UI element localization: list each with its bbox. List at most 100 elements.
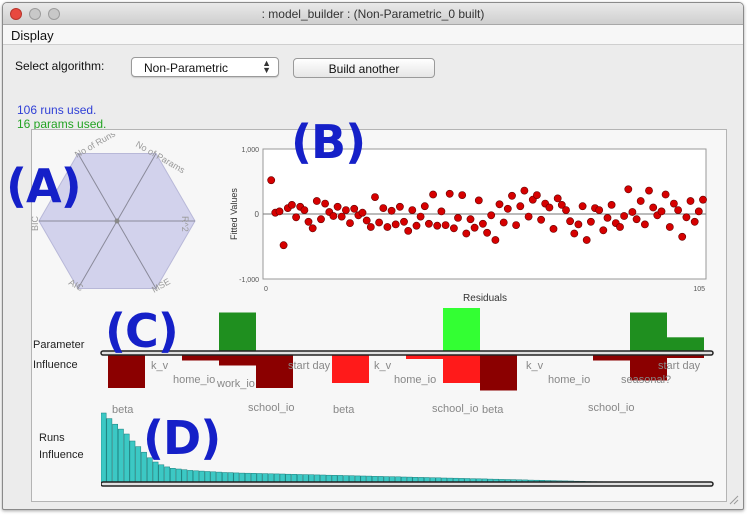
scatter-point bbox=[674, 206, 682, 214]
x-tick-label: 105 bbox=[693, 286, 705, 293]
y-tick-label: -1,000 bbox=[239, 277, 259, 284]
scatter-point bbox=[491, 236, 500, 244]
influence-param-label: start day bbox=[658, 360, 701, 372]
annotation-d: (D) bbox=[143, 411, 221, 465]
scatter-point bbox=[545, 203, 554, 212]
resize-grip-icon[interactable] bbox=[727, 493, 739, 505]
scatter-point bbox=[508, 191, 516, 200]
menu-display[interactable]: Display bbox=[11, 28, 54, 43]
influence-param-label: home_io bbox=[173, 374, 215, 386]
scatter-point bbox=[391, 220, 400, 229]
scatter-point bbox=[304, 217, 313, 226]
y-axis-title: Fitted Values bbox=[229, 188, 239, 240]
scatter-point bbox=[699, 195, 707, 204]
scatter-point bbox=[616, 223, 624, 231]
scatter-point bbox=[288, 201, 296, 209]
scatter-point bbox=[333, 202, 342, 211]
algorithm-select-value: Non-Parametric bbox=[144, 61, 229, 75]
scatter-point bbox=[570, 229, 579, 238]
scatter-point bbox=[429, 190, 437, 199]
runs-bar bbox=[164, 466, 170, 484]
residuals-scatter-plot: 1,000 0 -1,000 0 105 Residuals Fitted Va… bbox=[229, 147, 707, 304]
scatter-point bbox=[690, 217, 699, 226]
runs-bar bbox=[158, 464, 165, 484]
runs-bar bbox=[123, 433, 130, 484]
scatter-point bbox=[404, 227, 413, 235]
scatter-point bbox=[416, 212, 425, 221]
y-tick-label: 0 bbox=[255, 210, 260, 219]
scatter-point bbox=[678, 232, 687, 241]
params-used-text: 16 params used. bbox=[17, 117, 107, 131]
window-title: : model_builder : (Non-Parametric_0 buil… bbox=[261, 7, 485, 21]
scatter-point bbox=[449, 224, 458, 233]
scatter-point bbox=[657, 207, 666, 216]
scatter-point bbox=[441, 221, 450, 229]
scatter-point bbox=[524, 212, 533, 221]
influence-param-label: k_v bbox=[526, 360, 544, 372]
influence-param-label: beta bbox=[482, 404, 504, 416]
runs-bar bbox=[187, 470, 194, 484]
runs-bar bbox=[181, 469, 188, 484]
scatter-point bbox=[308, 224, 317, 233]
scatter-point bbox=[483, 228, 491, 237]
scatter-point bbox=[624, 185, 633, 194]
scatter-point bbox=[595, 206, 604, 214]
select-algorithm-label: Select algorithm: bbox=[15, 59, 105, 73]
minimize-window-button[interactable] bbox=[29, 8, 41, 20]
annotation-c: (C) bbox=[105, 304, 179, 358]
algorithm-select[interactable]: Non-Parametric ▲ ▼ bbox=[131, 57, 279, 77]
scatter-point bbox=[665, 223, 674, 231]
scatter-point bbox=[532, 191, 541, 199]
scatter-point bbox=[466, 215, 475, 224]
scatter-point bbox=[458, 191, 467, 199]
scatter-point bbox=[669, 199, 678, 208]
scatter-point bbox=[279, 241, 288, 250]
close-window-button[interactable] bbox=[10, 8, 22, 20]
runs-bar bbox=[129, 440, 136, 484]
influence-bar bbox=[667, 337, 704, 353]
scatter-point bbox=[537, 215, 545, 224]
scatter-point bbox=[383, 223, 392, 231]
runs-influence-chart bbox=[101, 412, 714, 487]
scatter-point bbox=[516, 202, 525, 211]
scatter-point bbox=[603, 214, 612, 222]
scatter-point bbox=[499, 218, 508, 227]
scatter-point bbox=[578, 202, 587, 211]
influence-bar bbox=[406, 353, 443, 359]
runs-bar bbox=[175, 468, 182, 484]
build-another-button[interactable]: Build another bbox=[293, 58, 435, 78]
scatter-point bbox=[694, 207, 703, 216]
scatter-point bbox=[321, 199, 329, 208]
x-tick-label: 0 bbox=[264, 286, 268, 293]
scatter-point bbox=[628, 208, 637, 216]
scatter-point bbox=[620, 212, 628, 220]
influence-bar bbox=[108, 353, 145, 388]
scatter-point bbox=[420, 202, 429, 211]
parameter-influence-label: Parameter Influence bbox=[33, 338, 84, 372]
scatter-point bbox=[582, 236, 591, 244]
scatter-point bbox=[424, 219, 433, 228]
influence-param-label: seasonal? bbox=[621, 374, 671, 386]
scatter-point bbox=[474, 196, 483, 205]
radar-axis-label: BIC bbox=[31, 215, 40, 231]
scatter-point bbox=[267, 176, 276, 185]
influence-param-label: home_io bbox=[394, 374, 436, 386]
radar-center-dot bbox=[114, 218, 120, 224]
scatter-point bbox=[607, 201, 616, 209]
influence-bar bbox=[256, 353, 293, 388]
menu-bar: Display bbox=[3, 25, 743, 45]
influence-param-label: work_io bbox=[216, 378, 255, 390]
scatter-point bbox=[645, 186, 653, 195]
title-bar[interactable]: : model_builder : (Non-Parametric_0 buil… bbox=[3, 3, 743, 25]
parameter-influence-label-line1: Parameter bbox=[33, 339, 85, 351]
scatter-point bbox=[454, 214, 462, 222]
scatter-point bbox=[462, 229, 471, 238]
runs-bar bbox=[135, 446, 142, 484]
influence-param-label: beta bbox=[333, 404, 355, 416]
parameter-influence-label-line2: Influence bbox=[33, 359, 78, 371]
influence-param-label: k_v bbox=[151, 360, 169, 372]
zoom-window-button[interactable] bbox=[48, 8, 60, 20]
scatter-point bbox=[636, 197, 645, 205]
